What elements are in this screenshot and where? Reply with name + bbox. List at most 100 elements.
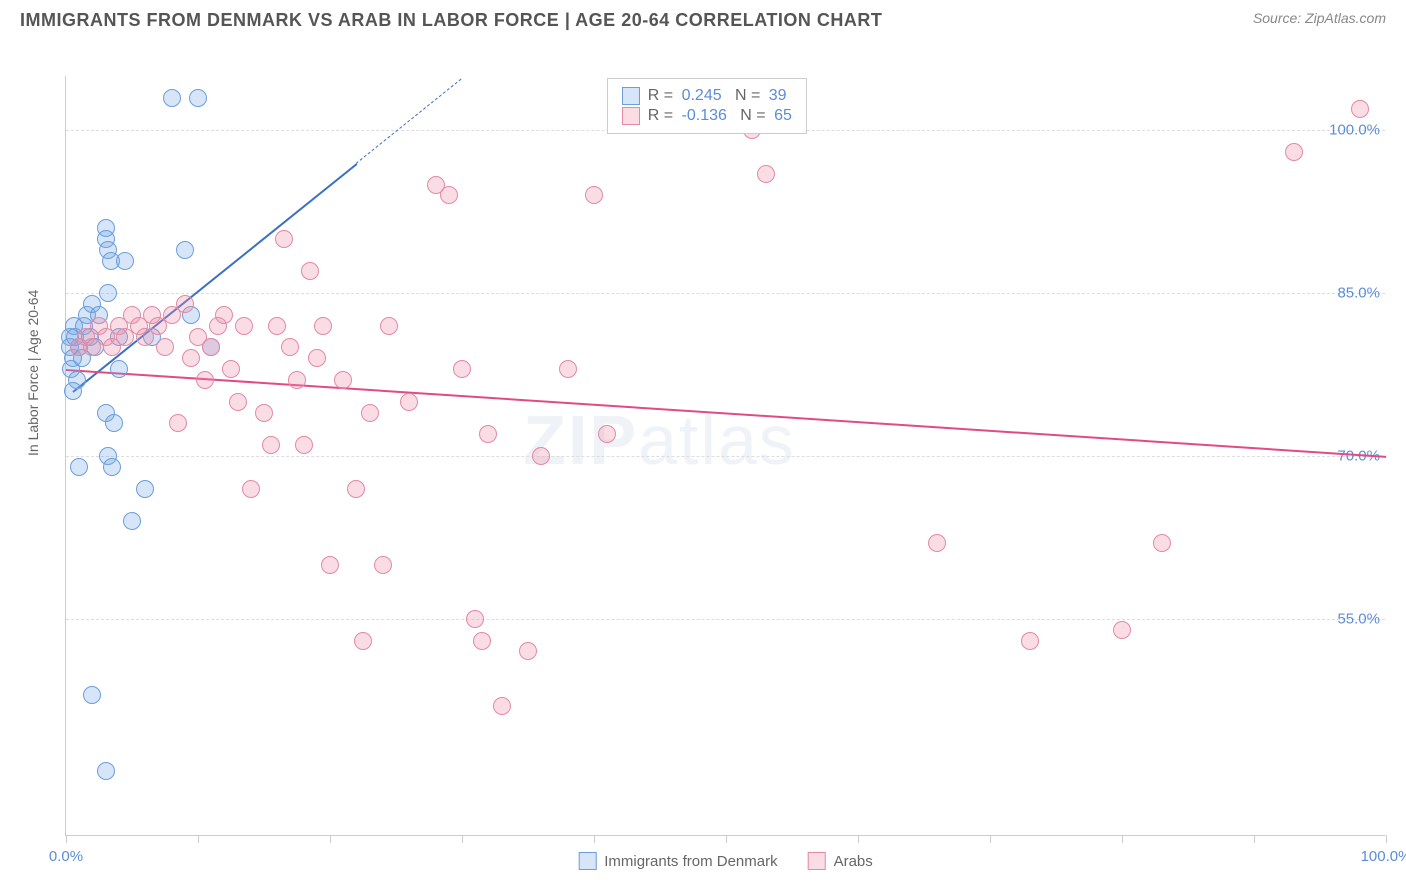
x-tick <box>858 835 859 843</box>
data-point-arabs <box>229 393 247 411</box>
x-tick-label: 0.0% <box>49 848 83 865</box>
data-point-arabs <box>262 436 280 454</box>
data-point-arabs <box>453 360 471 378</box>
data-point-arabs <box>281 338 299 356</box>
legend-swatch <box>622 87 640 105</box>
gridline <box>66 456 1385 457</box>
y-axis-label: In Labor Force | Age 20-64 <box>25 290 41 456</box>
data-point-arabs <box>532 447 550 465</box>
data-point-arabs <box>493 697 511 715</box>
data-point-arabs <box>275 230 293 248</box>
data-point-arabs <box>400 393 418 411</box>
x-tick <box>1254 835 1255 843</box>
data-point-arabs <box>473 632 491 650</box>
data-point-arabs <box>255 404 273 422</box>
data-point-arabs <box>347 480 365 498</box>
x-tick <box>330 835 331 843</box>
legend-row: R = 0.245 N = 39 <box>622 87 792 105</box>
data-point-denmark <box>163 89 181 107</box>
correlation-legend: R = 0.245 N = 39 R = -0.136 N = 65 <box>607 78 807 134</box>
data-point-arabs <box>196 371 214 389</box>
data-point-arabs <box>380 317 398 335</box>
data-point-arabs <box>559 360 577 378</box>
data-point-denmark <box>105 414 123 432</box>
legend-r-label: R = 0.245 N = 39 <box>648 87 787 105</box>
data-point-arabs <box>235 317 253 335</box>
gridline <box>66 293 1385 294</box>
y-tick-label: 100.0% <box>1329 122 1380 139</box>
data-point-denmark <box>110 360 128 378</box>
legend-item-arabs: Arabs <box>808 852 873 870</box>
data-point-arabs <box>479 425 497 443</box>
trend-line <box>356 78 462 164</box>
data-point-denmark <box>176 241 194 259</box>
data-point-denmark <box>64 382 82 400</box>
plot-area: ZIPatlas 55.0%70.0%85.0%100.0%0.0%100.0%… <box>65 76 1385 836</box>
legend-swatch <box>578 852 596 870</box>
gridline <box>66 619 1385 620</box>
data-point-arabs <box>1351 100 1369 118</box>
data-point-arabs <box>466 610 484 628</box>
data-point-denmark <box>189 89 207 107</box>
x-tick <box>1386 835 1387 843</box>
watermark: ZIPatlas <box>523 400 796 480</box>
data-point-arabs <box>156 338 174 356</box>
data-point-arabs <box>1153 534 1171 552</box>
data-point-arabs <box>268 317 286 335</box>
data-point-arabs <box>295 436 313 454</box>
data-point-arabs <box>242 480 260 498</box>
data-point-arabs <box>176 295 194 313</box>
data-point-arabs <box>334 371 352 389</box>
legend-label: Arabs <box>834 853 873 870</box>
series-legend: Immigrants from Denmark Arabs <box>578 852 873 870</box>
data-point-arabs <box>598 425 616 443</box>
x-tick <box>462 835 463 843</box>
data-point-arabs <box>321 556 339 574</box>
legend-swatch <box>808 852 826 870</box>
data-point-arabs <box>361 404 379 422</box>
data-point-denmark <box>70 458 88 476</box>
data-point-arabs <box>440 186 458 204</box>
x-tick <box>594 835 595 843</box>
data-point-arabs <box>215 306 233 324</box>
data-point-denmark <box>83 686 101 704</box>
legend-r-label: R = -0.136 N = 65 <box>648 107 792 125</box>
data-point-arabs <box>202 338 220 356</box>
y-tick-label: 85.0% <box>1337 285 1380 302</box>
data-point-arabs <box>288 371 306 389</box>
data-point-arabs <box>314 317 332 335</box>
x-tick-label: 100.0% <box>1361 848 1406 865</box>
data-point-arabs <box>928 534 946 552</box>
data-point-denmark <box>99 284 117 302</box>
x-tick <box>1122 835 1123 843</box>
data-point-arabs <box>182 349 200 367</box>
data-point-denmark <box>103 458 121 476</box>
data-point-denmark <box>97 762 115 780</box>
data-point-arabs <box>1021 632 1039 650</box>
x-tick <box>198 835 199 843</box>
source-label: Source: ZipAtlas.com <box>1253 10 1386 26</box>
data-point-arabs <box>1285 143 1303 161</box>
legend-label: Immigrants from Denmark <box>604 853 777 870</box>
legend-row: R = -0.136 N = 65 <box>622 107 792 125</box>
data-point-arabs <box>757 165 775 183</box>
data-point-arabs <box>169 414 187 432</box>
data-point-arabs <box>1113 621 1131 639</box>
data-point-arabs <box>301 262 319 280</box>
data-point-denmark <box>116 252 134 270</box>
watermark-zip: ZIP <box>523 401 638 479</box>
data-point-arabs <box>308 349 326 367</box>
data-point-arabs <box>585 186 603 204</box>
data-point-denmark <box>136 480 154 498</box>
y-tick-label: 55.0% <box>1337 610 1380 627</box>
legend-swatch <box>622 107 640 125</box>
data-point-arabs <box>519 642 537 660</box>
x-tick <box>726 835 727 843</box>
data-point-denmark <box>123 512 141 530</box>
x-tick <box>990 835 991 843</box>
data-point-arabs <box>374 556 392 574</box>
page-title: IMMIGRANTS FROM DENMARK VS ARAB IN LABOR… <box>20 10 882 31</box>
data-point-arabs <box>354 632 372 650</box>
legend-item-denmark: Immigrants from Denmark <box>578 852 777 870</box>
x-tick <box>66 835 67 843</box>
